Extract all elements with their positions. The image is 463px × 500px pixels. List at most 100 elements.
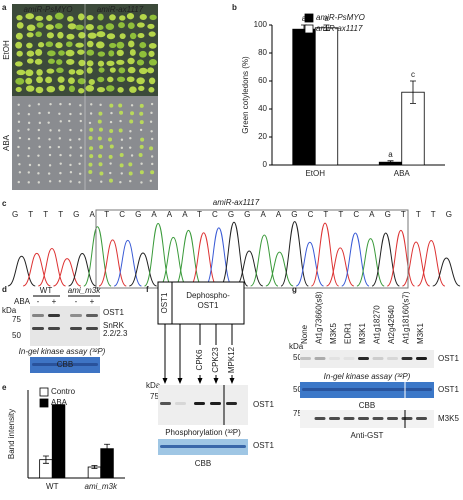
seedling <box>35 86 44 94</box>
genotype-label: ami_m3k <box>68 286 101 295</box>
seed <box>128 162 133 167</box>
seed <box>79 129 83 132</box>
kinase-label: MPK12 <box>227 346 236 373</box>
seedling <box>139 50 147 58</box>
seed <box>118 103 123 108</box>
seedling <box>116 41 125 49</box>
box <box>171 281 245 325</box>
assay-label: In-gel kinase assay (³²P) <box>324 372 411 381</box>
blot-label: Anti-GST <box>351 431 384 440</box>
legend-label: amiR-PsMYO <box>316 13 365 22</box>
seed <box>37 163 41 167</box>
stain-label: CBB <box>359 401 375 410</box>
band-label: M3K5 <box>438 414 459 423</box>
seed <box>69 128 72 132</box>
seedling <box>16 14 23 21</box>
seedling <box>77 78 86 85</box>
bar <box>314 27 339 166</box>
seed <box>18 136 22 140</box>
bar <box>51 404 66 479</box>
seedling <box>35 31 42 38</box>
seedling <box>66 33 75 40</box>
sign: + <box>90 297 95 306</box>
sign: - <box>37 297 40 306</box>
band <box>175 402 186 405</box>
seed <box>59 162 62 165</box>
band <box>372 417 384 420</box>
seed <box>17 129 20 132</box>
trace-peak <box>326 247 355 287</box>
band <box>372 357 384 360</box>
seedling <box>25 77 33 85</box>
seed <box>27 137 31 141</box>
lane-label: At2g42640 <box>387 305 396 344</box>
seedling <box>34 58 43 65</box>
seed <box>98 162 103 167</box>
seed <box>68 119 71 123</box>
arrow-head <box>229 378 235 384</box>
band <box>48 327 60 330</box>
seedling <box>54 12 64 20</box>
seedling <box>46 68 55 74</box>
seed <box>149 179 153 183</box>
seedling <box>46 14 53 22</box>
seedling <box>15 32 23 40</box>
seedling <box>98 67 105 73</box>
seedling <box>37 42 45 48</box>
trace-peak <box>83 226 112 287</box>
trace-peak <box>144 223 173 287</box>
y-tick-label: 80 <box>258 48 267 57</box>
band <box>401 417 413 420</box>
panel-letter: d <box>2 285 7 294</box>
seed <box>109 103 114 108</box>
panel-letter: g <box>292 285 297 294</box>
seed <box>139 103 144 108</box>
seed <box>97 119 102 124</box>
band <box>387 357 398 360</box>
seedling <box>47 50 56 57</box>
sequence-label: amiR-ax1117 <box>213 198 260 207</box>
treatment-label: ABA <box>14 297 31 306</box>
seedling <box>136 77 145 85</box>
condition-label: EtOH <box>2 40 11 60</box>
trace-peak <box>250 234 279 287</box>
x-tick-label: ami_m3k <box>85 482 118 491</box>
band <box>32 314 44 317</box>
band <box>387 417 398 420</box>
seedling <box>45 41 54 48</box>
seed <box>47 121 50 124</box>
seedling <box>46 85 56 93</box>
seedling <box>148 59 158 66</box>
seedling <box>75 42 84 48</box>
seed <box>59 171 62 175</box>
band-label: OST1 <box>438 354 459 363</box>
seed <box>37 181 40 184</box>
seed <box>57 145 61 149</box>
seedling <box>66 58 75 65</box>
seed <box>18 171 22 174</box>
gel <box>30 306 100 346</box>
legend-swatch <box>39 387 49 397</box>
seedling <box>97 60 105 67</box>
seedling <box>25 85 35 92</box>
seed <box>129 137 132 140</box>
seedling <box>116 59 125 65</box>
seedling <box>136 59 145 66</box>
marker-label: 75 <box>12 315 21 324</box>
condition-label: ABA <box>2 134 11 151</box>
band <box>302 388 432 391</box>
seedling <box>117 87 124 93</box>
seed <box>139 128 143 132</box>
seed <box>78 138 81 141</box>
seedling <box>127 22 135 29</box>
trace-peak <box>280 221 309 287</box>
error-bar <box>104 443 111 454</box>
seed <box>37 154 40 157</box>
seed <box>88 136 93 141</box>
seedling <box>68 69 76 75</box>
seed <box>79 146 83 149</box>
seedling <box>54 23 63 30</box>
legend-swatch <box>304 24 314 34</box>
kinase-label: CPK6 <box>195 349 204 370</box>
seedling <box>148 50 155 57</box>
